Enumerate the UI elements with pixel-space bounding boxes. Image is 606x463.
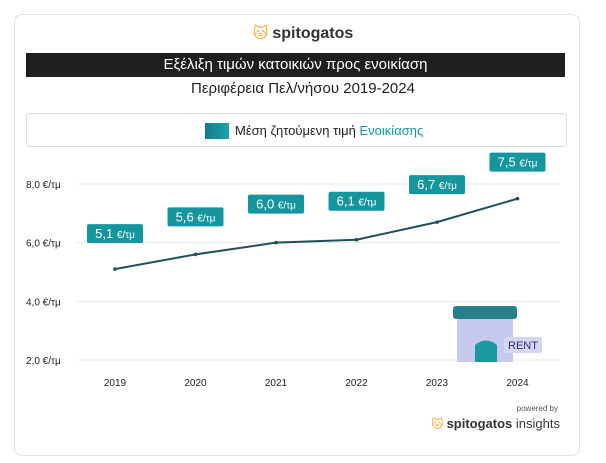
footer-brand-name: spitogatos — [446, 416, 513, 431]
data-point — [354, 237, 359, 242]
chart-title: Εξέλιξη τιμών κατοικιών προς ενοικίαση — [26, 53, 565, 77]
x-tick-label: 2019 — [104, 378, 127, 389]
legend-swatch — [205, 122, 229, 139]
data-label: 5,1 €/τμ — [95, 226, 135, 241]
rent-house-illustration: RENT — [453, 306, 542, 362]
powered-by: powered by — [516, 404, 558, 413]
series-line — [114, 197, 518, 271]
data-point — [113, 267, 117, 271]
footer-brand-suffix: insights — [515, 416, 560, 431]
data-label-box — [87, 224, 143, 244]
data-point — [193, 252, 198, 257]
data-point — [515, 196, 520, 201]
y-tick-label: 2,0 €/τμ — [26, 356, 61, 367]
x-tick-label: 2023 — [426, 378, 449, 389]
house-door — [475, 340, 497, 362]
data-label-box — [248, 194, 304, 214]
footer-brand: 🐱 spitogatos insights — [431, 416, 560, 431]
x-tick-label: 2024 — [506, 378, 529, 389]
x-tick-label: 2020 — [184, 378, 207, 389]
y-tick-label: 8,0 €/τμ — [26, 180, 61, 191]
house-roof — [453, 306, 517, 319]
data-label: 6,0 €/τμ — [256, 197, 296, 212]
data-label-box — [489, 152, 546, 172]
y-tick-label: 4,0 €/τμ — [26, 297, 61, 308]
data-label: 5,6 €/τμ — [176, 209, 216, 224]
chart-subtitle: Περιφέρεια Πελ/νήσου 2019-2024 — [191, 80, 415, 97]
data-label: 6,7 €/τμ — [417, 177, 457, 192]
footer-cat-icon: 🐱 — [431, 417, 444, 431]
data-point — [274, 240, 278, 245]
y-tick-label: 6,0 €/τμ — [26, 239, 61, 250]
rent-badge — [504, 337, 542, 353]
legend-label-accent: Ενοικίασης — [359, 123, 424, 139]
data-label-box — [167, 207, 224, 227]
data-point — [435, 220, 439, 224]
legend-label: Μέση ζητούμενη τιμή — [235, 123, 356, 139]
data-label-box — [409, 175, 465, 195]
rent-badge-text: RENT — [508, 340, 538, 352]
data-label: 6,1 €/τμ — [337, 194, 377, 209]
brand-name: spitogatos — [272, 25, 354, 42]
data-label: 7,5 €/τμ — [498, 155, 538, 170]
x-tick-label: 2021 — [265, 378, 288, 389]
brand-logo: 🐱 spitogatos — [0, 24, 606, 43]
legend: Μέση ζητούμενη τιμή Ενοικίασης — [26, 113, 567, 147]
cat-logo-icon: 🐱 — [252, 25, 269, 42]
data-label-box — [328, 191, 385, 211]
x-tick-label: 2022 — [345, 378, 368, 389]
